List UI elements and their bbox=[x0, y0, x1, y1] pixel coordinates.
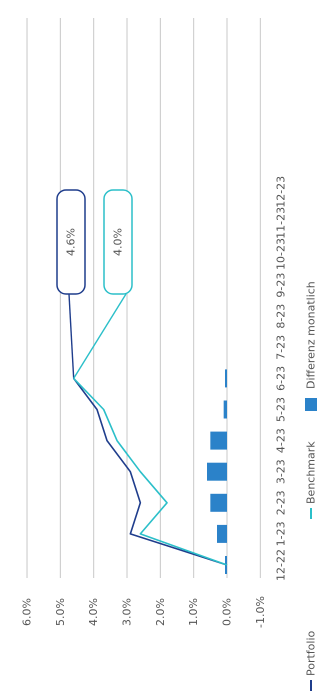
callout-leader bbox=[73, 293, 127, 379]
value-tick-label: -1.0% bbox=[254, 596, 267, 628]
value-gridlines bbox=[26, 18, 261, 578]
value-tick-label: 5.0% bbox=[54, 598, 67, 626]
category-tick-label: 4-23 bbox=[275, 428, 288, 453]
category-tick-label: 3-23 bbox=[275, 459, 288, 484]
difference-bar bbox=[225, 369, 227, 388]
category-tick-label: 6-23 bbox=[275, 366, 288, 391]
legend-swatch bbox=[305, 398, 317, 411]
category-tick-label: 5-23 bbox=[275, 397, 288, 422]
category-tick-label: 7-23 bbox=[275, 335, 288, 360]
category-tick-label: 12-22 bbox=[275, 549, 288, 581]
category-tick-label: 12-23 bbox=[275, 176, 288, 208]
category-tick-label: 8-23 bbox=[275, 304, 288, 329]
category-tick-label: 10-23 bbox=[275, 238, 288, 270]
category-tick-label: 2-23 bbox=[275, 490, 288, 515]
value-tick-labels: 6.0% 5.0% 4.0% 3.0% 2.0% 1.0% 0.0% -1.0% bbox=[21, 596, 267, 628]
difference-bars bbox=[207, 369, 227, 574]
value-tick-label: 1.0% bbox=[187, 598, 200, 626]
difference-bar bbox=[223, 400, 227, 419]
legend-label: Differenz monatlich bbox=[305, 281, 318, 389]
series-line-benchmark bbox=[73, 377, 228, 566]
value-tick-label: 2.0% bbox=[154, 598, 167, 626]
category-tick-label: 1-23 bbox=[275, 521, 288, 546]
chart-legend: Portfolio Benchmark Differenz monatlich bbox=[305, 281, 318, 691]
category-tick-label: 9-23 bbox=[275, 273, 288, 298]
legend-label: Portfolio bbox=[305, 630, 318, 676]
series-lines bbox=[73, 377, 228, 566]
difference-bar bbox=[207, 462, 227, 481]
value-tick-label: 6.0% bbox=[21, 598, 34, 626]
value-tick-label: 3.0% bbox=[121, 598, 134, 626]
value-tick-label: 0.0% bbox=[221, 598, 234, 626]
difference-bar bbox=[210, 493, 227, 512]
difference-bar bbox=[217, 524, 227, 543]
value-callouts: 4.6% 4.0% bbox=[56, 189, 133, 379]
series-line-portfolio bbox=[73, 377, 228, 566]
callout-box bbox=[103, 189, 133, 295]
category-tick-label: 11-23 bbox=[275, 207, 288, 239]
callout-leader bbox=[68, 293, 75, 379]
callout-box bbox=[56, 189, 86, 295]
difference-bar bbox=[210, 431, 227, 450]
callout-label: 4.0% bbox=[112, 228, 125, 256]
callout-label: 4.6% bbox=[65, 228, 78, 256]
legend-label: Benchmark bbox=[305, 441, 318, 504]
value-tick-label: 4.0% bbox=[87, 598, 100, 626]
category-tick-labels: 12-22 1-23 2-23 3-23 4-23 5-23 6-23 7-23 8-23 9-2… bbox=[275, 176, 288, 581]
